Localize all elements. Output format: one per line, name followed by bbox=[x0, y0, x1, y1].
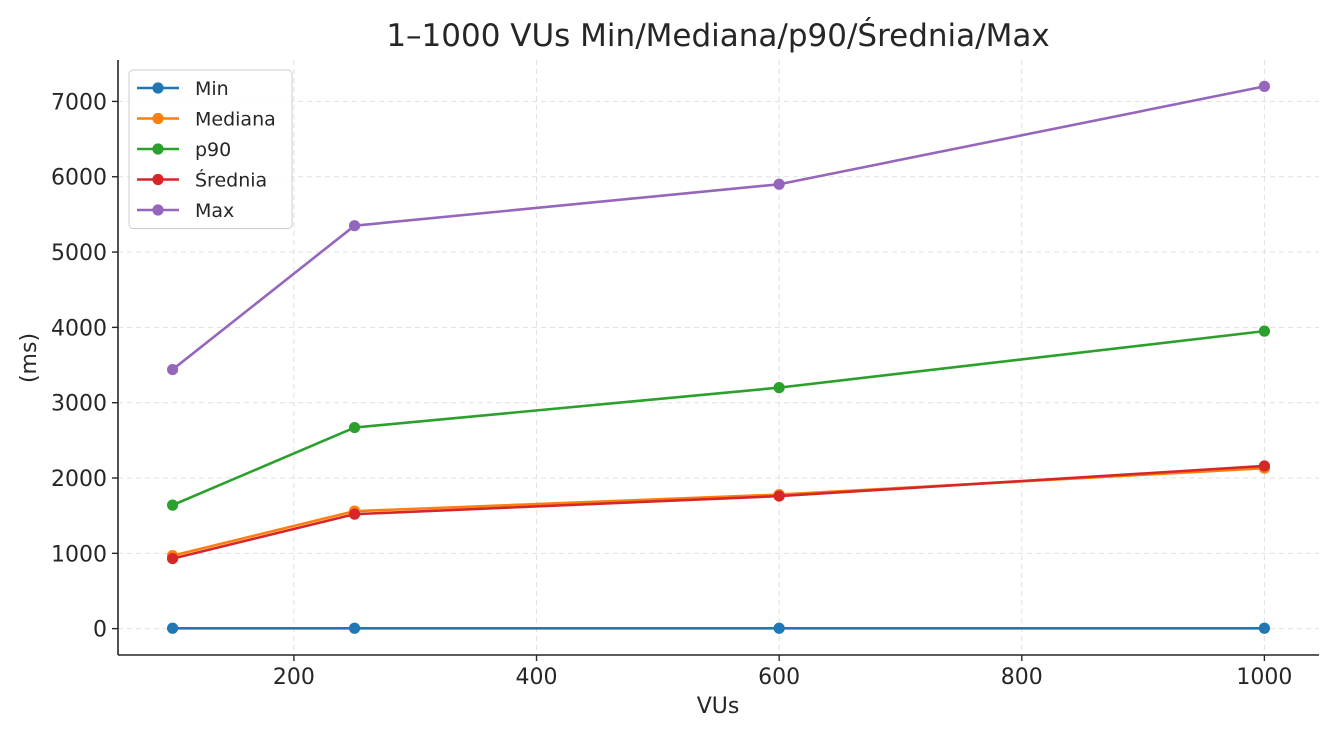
legend-item-min: Min bbox=[137, 78, 229, 100]
series-line-mediana bbox=[172, 466, 1265, 557]
data-point-min bbox=[1258, 622, 1271, 634]
legend-box bbox=[128, 69, 293, 229]
legend-swatch-marker bbox=[152, 143, 164, 155]
legend-swatch-marker bbox=[152, 82, 164, 94]
legend-item-max: Max bbox=[137, 200, 234, 222]
data-point-p90 bbox=[166, 499, 179, 511]
legend-item--rednia: Średnia bbox=[137, 168, 267, 192]
data-point-min bbox=[773, 622, 785, 634]
series-line-max bbox=[171, 85, 1265, 371]
series-line-p90 bbox=[172, 329, 1265, 507]
legend-label: Średnia bbox=[195, 168, 267, 192]
chart-title: 1–1000 VUs Min/Mediana/p90/Średnia/Max bbox=[386, 17, 1049, 54]
legend-item-mediana: Mediana bbox=[137, 109, 276, 131]
data-point-max bbox=[773, 178, 785, 190]
data-point-max bbox=[1258, 80, 1271, 92]
y-tick-label: 4000 bbox=[51, 316, 107, 341]
data-point-p90 bbox=[773, 382, 785, 394]
x-tick-label: 800 bbox=[1001, 665, 1043, 690]
y-tick-label: 1000 bbox=[51, 542, 107, 567]
data-point-min bbox=[348, 622, 361, 634]
legend-item-p90: p90 bbox=[137, 139, 231, 161]
series-layer bbox=[166, 80, 1271, 634]
legend-swatch-marker bbox=[152, 204, 164, 216]
data-point-max bbox=[166, 363, 179, 376]
data-point--rednia bbox=[773, 490, 785, 502]
data-point-p90 bbox=[1258, 325, 1271, 337]
series-min bbox=[166, 622, 1271, 634]
series-mediana bbox=[166, 462, 1271, 562]
x-axis-label: VUs bbox=[697, 694, 740, 719]
series-p90 bbox=[166, 325, 1271, 511]
data-point-p90 bbox=[348, 421, 361, 434]
legend-swatch-marker bbox=[152, 173, 164, 186]
data-point--rednia bbox=[1258, 460, 1271, 472]
legend-label: Min bbox=[195, 78, 229, 100]
legend-label: p90 bbox=[195, 139, 231, 161]
y-tick-label: 2000 bbox=[51, 467, 107, 492]
x-tick-label: 600 bbox=[758, 665, 800, 690]
data-point-max bbox=[348, 220, 361, 232]
x-tick-label: 400 bbox=[516, 665, 558, 690]
data-point--rednia bbox=[348, 508, 361, 520]
y-tick-label: 7000 bbox=[51, 90, 107, 115]
y-tick-label: 3000 bbox=[51, 392, 107, 417]
data-point--rednia bbox=[166, 552, 179, 565]
series-line--rednia bbox=[172, 464, 1265, 560]
series--rednia bbox=[166, 460, 1271, 565]
y-tick-label: 5000 bbox=[51, 241, 107, 266]
axes: 200 400 600 800 1000 0 1000 2000 3000 4000 5000 600… bbox=[51, 60, 1319, 690]
legend-label: Mediana bbox=[195, 109, 276, 131]
y-tick-label: 6000 bbox=[51, 166, 107, 191]
x-tick-label: 1000 bbox=[1236, 665, 1292, 690]
series-max bbox=[166, 80, 1271, 376]
y-axis-label: (ms) bbox=[17, 333, 42, 383]
legend: Min Mediana p90 Średnia Max bbox=[128, 69, 293, 229]
grid bbox=[118, 60, 1319, 655]
legend-label: Max bbox=[195, 200, 234, 222]
data-point-min bbox=[166, 622, 179, 634]
x-tick-label: 200 bbox=[273, 665, 315, 690]
legend-swatch-marker bbox=[152, 112, 164, 125]
y-tick-label: 0 bbox=[93, 618, 107, 643]
